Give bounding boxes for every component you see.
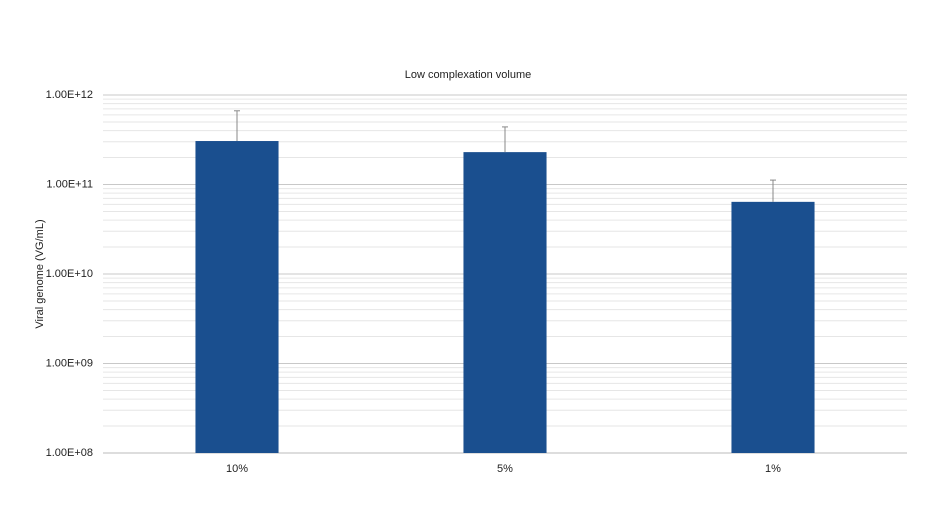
bar xyxy=(195,141,279,453)
y-tick-label: 1.00E+12 xyxy=(46,89,93,101)
y-tick-label: 1.00E+10 xyxy=(46,268,93,280)
error-bar xyxy=(234,110,240,142)
y-tick-label: 1.00E+11 xyxy=(46,178,93,190)
y-axis-label: Viral genome (VG/mL) xyxy=(34,219,46,328)
chart-title: Low complexation volume xyxy=(405,69,532,81)
x-tick-label: 10% xyxy=(226,463,248,475)
x-tick-label: 5% xyxy=(497,463,513,475)
x-tick-label: 1% xyxy=(765,463,781,475)
bar xyxy=(463,152,547,453)
y-tick-label: 1.00E+09 xyxy=(46,357,93,369)
error-bar xyxy=(502,126,508,153)
y-tick-label: 1.00E+08 xyxy=(46,447,93,459)
bar xyxy=(731,201,815,453)
error-bar xyxy=(770,179,776,202)
